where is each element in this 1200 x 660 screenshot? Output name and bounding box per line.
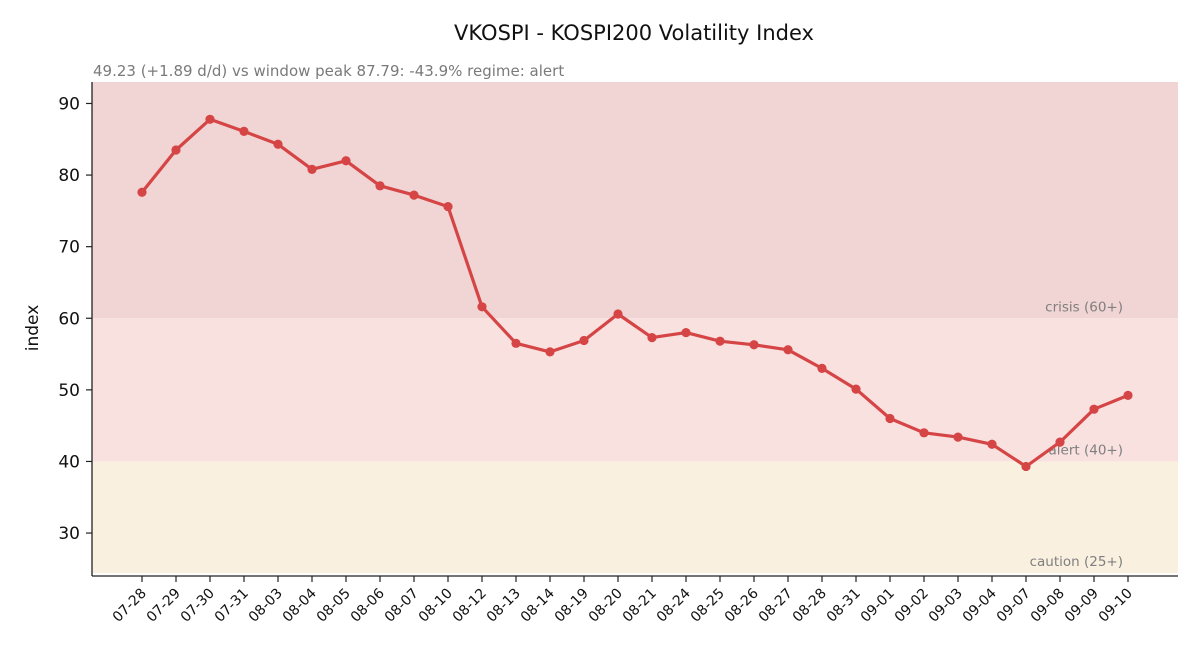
chart-subtitle: 49.23 (+1.89 d/d) vs window peak 87.79: … <box>93 62 564 80</box>
x-tick-label: 08-28 <box>790 586 830 626</box>
data-point <box>341 156 351 166</box>
y-axis-ticks: 30 40 50 60 70 80 90 <box>58 94 92 544</box>
data-point <box>647 332 657 343</box>
data-point <box>205 114 215 124</box>
x-tick-label: 09-04 <box>960 585 1000 625</box>
x-tick-label: 09-10 <box>1096 586 1136 626</box>
x-tick-label: 09-09 <box>1062 586 1102 626</box>
x-tick-label: 08-13 <box>484 586 524 626</box>
data-point <box>545 347 555 357</box>
x-tick-label: 08-19 <box>552 586 592 626</box>
x-tick-label: 07-28 <box>110 586 150 626</box>
data-point <box>579 335 589 346</box>
data-point <box>443 201 453 212</box>
y-tick-label: 30 <box>58 524 80 544</box>
regime-bands: crisis (60+) alert (40+) caution (25+) <box>92 82 1178 574</box>
chart-title: VKOSPI - KOSPI200 Volatility Index <box>454 21 814 45</box>
data-point <box>851 384 861 394</box>
x-tick-label: 08-03 <box>246 586 286 626</box>
data-point <box>953 432 963 442</box>
band-0 <box>92 82 1178 319</box>
data-point <box>613 309 623 319</box>
band-label: alert (40+) <box>1049 442 1124 458</box>
data-point <box>511 338 521 348</box>
x-tick-label: 09-07 <box>994 586 1034 626</box>
data-point <box>919 428 929 438</box>
x-tick-label: 08-14 <box>518 585 558 625</box>
x-tick-label: 08-25 <box>688 586 728 626</box>
x-tick-label: 07-30 <box>178 586 218 626</box>
band-2 <box>92 461 1178 574</box>
data-point <box>1055 437 1065 447</box>
x-tick-label: 07-29 <box>144 586 184 626</box>
data-point <box>817 363 827 373</box>
y-tick-label: 90 <box>58 94 80 114</box>
x-tick-label: 08-27 <box>756 586 796 626</box>
data-point <box>1089 404 1099 414</box>
series-layer <box>137 114 1133 472</box>
data-point <box>137 187 147 197</box>
data-point <box>1123 390 1133 400</box>
data-point <box>987 439 997 449</box>
x-tick-label: 08-06 <box>348 585 388 625</box>
x-tick-label: 08-04 <box>280 585 320 625</box>
x-tick-label: 09-02 <box>892 586 932 626</box>
x-tick-label: 07-31 <box>212 586 252 626</box>
data-point <box>783 345 793 355</box>
data-point <box>409 190 419 200</box>
data-point <box>681 327 691 338</box>
band-label: crisis (60+) <box>1045 299 1123 315</box>
data-point <box>1021 461 1031 472</box>
data-point <box>375 181 385 191</box>
x-tick-label: 08-20 <box>586 586 626 626</box>
x-axis-ticks: 07-2807-2907-3007-3108-0308-0408-0508-06… <box>110 576 1136 626</box>
data-point <box>715 336 725 346</box>
x-tick-label: 09-01 <box>858 586 898 626</box>
x-tick-label: 08-26 <box>722 585 762 625</box>
data-point <box>477 302 487 312</box>
series-line <box>140 117 1130 469</box>
x-tick-label: 08-12 <box>450 586 490 626</box>
data-point <box>171 145 181 155</box>
y-tick-label: 70 <box>58 238 80 258</box>
data-point <box>749 340 759 350</box>
y-tick-label: 80 <box>58 166 80 186</box>
x-tick-label: 08-31 <box>824 586 864 626</box>
y-tick-label: 40 <box>58 452 80 472</box>
y-tick-label: 50 <box>58 381 80 401</box>
x-tick-label: 09-08 <box>1028 586 1068 626</box>
data-point <box>239 126 249 136</box>
x-tick-label: 08-10 <box>416 586 456 626</box>
band-1 <box>92 318 1178 462</box>
data-point <box>273 139 283 149</box>
x-tick-label: 09-03 <box>926 586 966 626</box>
x-tick-label: 08-24 <box>654 585 694 625</box>
x-tick-label: 08-07 <box>382 586 422 626</box>
y-axis-label: index <box>23 305 43 352</box>
data-point <box>307 164 317 174</box>
data-point <box>885 413 895 424</box>
band-label: caution (25+) <box>1030 554 1123 570</box>
x-tick-label: 08-21 <box>620 586 660 626</box>
x-tick-label: 08-05 <box>314 586 354 626</box>
y-tick-label: 60 <box>58 309 80 329</box>
